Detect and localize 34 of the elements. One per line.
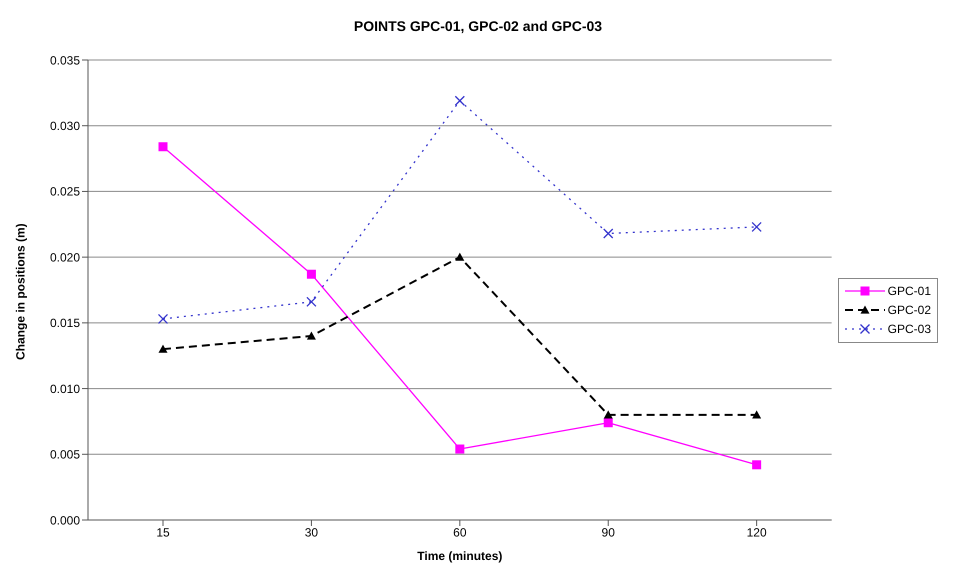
y-tick-label: 0.025: [50, 184, 80, 199]
point: [603, 228, 614, 239]
x-axis-title: Time (minutes): [417, 549, 502, 563]
legend-label: GPC-01: [888, 284, 931, 298]
point: [455, 444, 464, 454]
point: [752, 410, 762, 418]
point: [306, 332, 316, 340]
y-tick-label: 0.005: [50, 448, 80, 462]
point: [454, 96, 465, 106]
point: [306, 270, 316, 279]
y-tick-label: 0.010: [50, 382, 80, 396]
chart-title: POINTS GPC-01, GPC-02 and GPC-03: [352, 17, 604, 36]
legend-label: GPC-02: [888, 303, 931, 317]
y-tick-label: 0.035: [50, 53, 80, 68]
y-tick-label: 0.015: [50, 316, 80, 330]
point: [158, 314, 168, 324]
point: [158, 344, 168, 353]
point: [604, 418, 613, 428]
y-tick-label: 0.000: [50, 513, 80, 528]
point: [158, 142, 168, 152]
point: [752, 460, 762, 470]
x-tick-label: 15: [156, 526, 170, 540]
point: [751, 222, 762, 232]
x-tick-label: 120: [746, 526, 767, 540]
x-tick-label: 60: [453, 526, 467, 540]
x-tick-label: 90: [602, 526, 616, 540]
x-tick-label: 30: [304, 526, 318, 540]
legend-label: GPC-03: [888, 322, 931, 336]
y-tick-label: 0.030: [50, 118, 80, 133]
point: [455, 252, 464, 261]
point: [604, 410, 613, 418]
point: [306, 296, 317, 307]
y-tick-label: 0.020: [50, 250, 80, 264]
y-axis-title: Change in positions (m): [13, 223, 28, 360]
